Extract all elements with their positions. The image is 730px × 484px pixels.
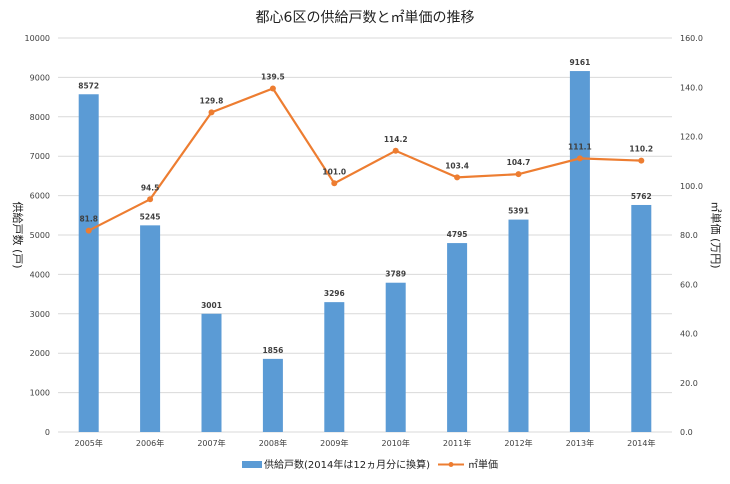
- line-point: [392, 147, 399, 154]
- bar-data-label: 9161: [569, 58, 590, 67]
- bar: [447, 243, 468, 432]
- price-line: [88, 87, 642, 232]
- x-tick-label: 2005年: [75, 438, 103, 448]
- x-tick-label: 2012年: [504, 438, 532, 448]
- y-tick-label: 2000: [30, 349, 50, 358]
- y-tick-label: 3000: [30, 310, 50, 319]
- y-right-tick-label: 160.0: [680, 34, 703, 43]
- y-tick-label: 10000: [25, 34, 50, 43]
- y-tick-label: 1000: [30, 389, 50, 398]
- line-data-label: 114.2: [384, 135, 408, 144]
- y-right-tick-label: 140.0: [680, 83, 703, 92]
- line-point: [638, 157, 645, 164]
- x-tick-label: 2006年: [136, 438, 164, 448]
- y-axis-label: 供給戸数 (戸): [11, 201, 25, 268]
- bar-data-label: 3001: [201, 301, 222, 310]
- x-tick-label: 2008年: [259, 438, 287, 448]
- x-tick-label: 2014年: [627, 438, 655, 448]
- y-tick-label: 0: [45, 428, 50, 437]
- line-data-label: 111.1: [568, 142, 592, 151]
- x-tick-label: 2010年: [382, 438, 410, 448]
- y-tick-label: 6000: [30, 192, 50, 201]
- legend-bar-label: 供給戸数(2014年は12ヵ月分に換算): [264, 458, 430, 471]
- y-right-tick-label: 20.0: [680, 379, 698, 388]
- bar-data-label: 8572: [78, 81, 99, 90]
- line-point: [331, 180, 338, 187]
- y-tick-label: 9000: [30, 73, 50, 82]
- line-point: [208, 109, 215, 116]
- y-tick-label: 4000: [30, 270, 50, 279]
- bar-data-label: 5391: [508, 207, 529, 216]
- bar: [78, 94, 99, 433]
- legend-bar-swatch: [242, 461, 262, 468]
- bar-data-label: 1856: [262, 346, 283, 355]
- legend-line-marker: [448, 462, 454, 467]
- bar-data-label: 5245: [140, 212, 161, 221]
- y-axis-right-label: ㎡単価 (万円): [709, 201, 723, 268]
- bar: [631, 204, 652, 432]
- x-tick-label: 2011年: [443, 438, 471, 448]
- legend-line-label: ㎡単価: [468, 458, 498, 471]
- bar: [569, 71, 590, 432]
- y-right-tick-label: 80.0: [680, 231, 698, 240]
- y-tick-label: 8000: [30, 113, 50, 122]
- y-right-tick-label: 120.0: [680, 133, 703, 142]
- bar: [140, 225, 161, 432]
- x-tick-label: 2013年: [566, 438, 594, 448]
- line-data-label: 101.0: [322, 167, 346, 176]
- bar: [201, 313, 222, 432]
- line-data-label: 110.2: [629, 145, 653, 154]
- chart-title: 都心6区の供給戸数と㎡単価の推移: [256, 10, 475, 26]
- line-point: [85, 227, 92, 234]
- bar: [324, 302, 345, 432]
- y-right-tick-label: 100.0: [680, 182, 703, 191]
- line-data-label: 94.5: [141, 183, 160, 192]
- line-point: [147, 196, 154, 203]
- line-point: [454, 174, 461, 181]
- bar-data-label: 4795: [447, 230, 468, 239]
- line-point: [269, 85, 276, 92]
- y-tick-label: 7000: [30, 152, 50, 161]
- bar-data-label: 3789: [385, 270, 406, 279]
- line-data-label: 129.8: [200, 96, 224, 105]
- y-right-tick-label: 40.0: [680, 330, 698, 339]
- bar: [262, 358, 283, 432]
- bar: [508, 219, 529, 432]
- line-data-label: 103.4: [445, 161, 469, 170]
- line-data-label: 139.5: [261, 72, 285, 81]
- line-data-label: 104.7: [507, 158, 531, 167]
- y-right-tick-label: 60.0: [680, 280, 698, 289]
- bar-data-label: 5762: [631, 192, 652, 201]
- bar-data-label: 3296: [324, 289, 345, 298]
- y-tick-label: 5000: [30, 231, 50, 240]
- bar: [385, 282, 406, 432]
- x-tick-label: 2007年: [197, 438, 225, 448]
- line-point: [515, 171, 522, 178]
- x-tick-label: 2009年: [320, 438, 348, 448]
- line-data-label: 81.8: [79, 215, 98, 224]
- line-point: [576, 155, 583, 162]
- y-right-tick-label: 0.0: [680, 428, 693, 437]
- legend: 供給戸数(2014年は12ヵ月分に換算) ㎡単価: [242, 458, 498, 471]
